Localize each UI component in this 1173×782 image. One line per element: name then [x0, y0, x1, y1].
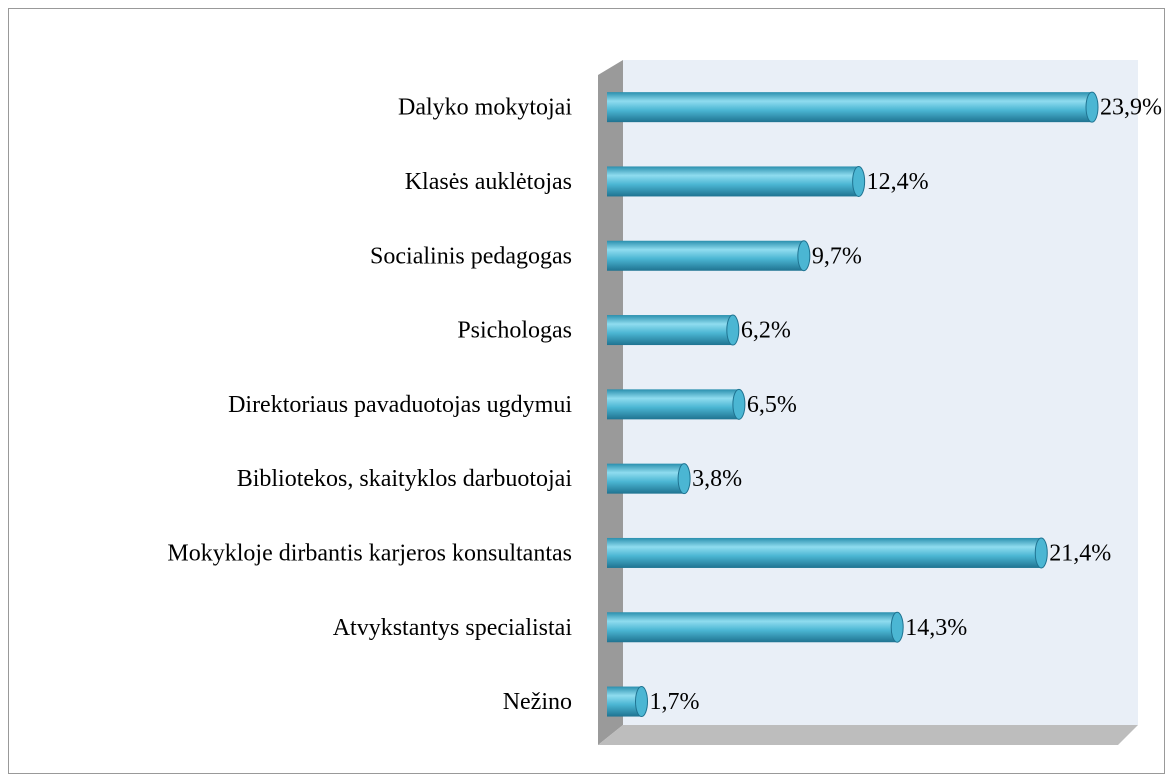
bar: [607, 92, 1092, 123]
bar-cap: [726, 314, 740, 346]
bar-cap: [797, 240, 811, 272]
bar: [607, 463, 685, 494]
bar: [607, 612, 898, 643]
value-label: 1,7%: [649, 689, 699, 715]
category-label: Klasės auklėtojas: [405, 169, 572, 195]
value-label: 6,2%: [741, 318, 791, 344]
bar: [607, 240, 804, 271]
category-label: Bibliotekos, skaityklos darbuotojai: [237, 466, 573, 492]
bar-cap: [852, 165, 866, 197]
bar: [607, 315, 733, 346]
value-label: 21,4%: [1049, 540, 1111, 566]
category-label: Dalyko mokytojai: [398, 95, 572, 121]
value-label: 9,7%: [812, 243, 862, 269]
bar-cap: [890, 611, 904, 643]
bar: [607, 166, 859, 197]
category-label: Mokykloje dirbantis karjeros konsultanta…: [167, 540, 572, 566]
bar: [607, 389, 739, 420]
category-label: Direktoriaus pavaduotojas ugdymui: [228, 392, 572, 418]
value-label: 12,4%: [867, 169, 929, 195]
value-label: 14,3%: [905, 615, 967, 641]
floor: [598, 725, 1138, 745]
category-label: Atvykstantys specialistai: [333, 615, 573, 641]
value-label: 6,5%: [747, 392, 797, 418]
value-label: 3,8%: [692, 466, 742, 492]
category-label: Socialinis pedagogas: [370, 243, 572, 269]
bar-cap: [634, 686, 648, 718]
bar-cap: [1085, 91, 1099, 123]
bar: [607, 537, 1042, 568]
value-label: 23,9%: [1100, 95, 1162, 121]
bar-cap: [677, 463, 691, 495]
bar-cap: [732, 388, 746, 420]
category-label: Psichologas: [457, 318, 572, 344]
bar-cap: [1034, 537, 1048, 569]
category-label: Nežino: [503, 689, 572, 715]
